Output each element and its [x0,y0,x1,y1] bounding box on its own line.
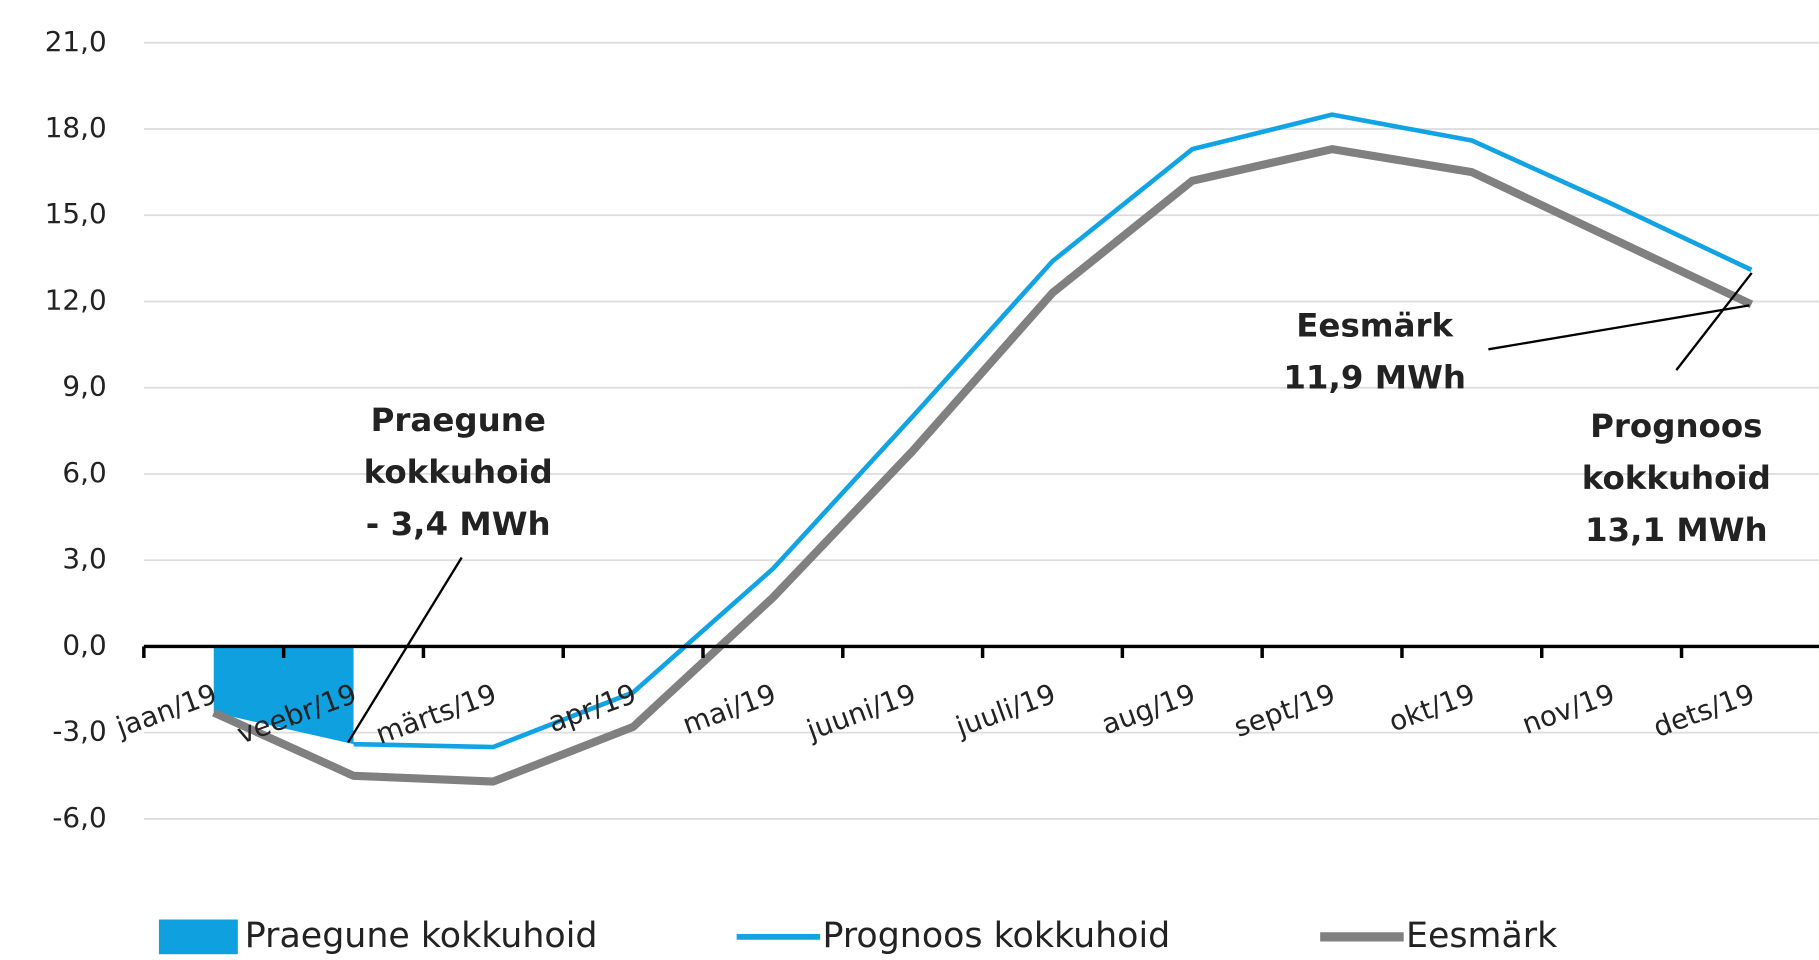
y-tick-label: 6,0 [62,456,106,489]
legend-label: Praegune kokkuhoid [245,916,598,956]
y-tick-label: 0,0 [62,628,106,661]
legend-swatch [158,919,238,955]
x-tick-label: aug/19 [1097,677,1200,741]
leader-line [347,556,463,744]
x-tick-label: juuli/19 [951,677,1060,744]
x-tick-label: okt/19 [1384,677,1479,738]
x-tick-label: mai/19 [678,677,780,741]
y-tick-label: -6,0 [52,801,106,834]
annotation: Eesmärk [1296,306,1454,344]
annotation: Praegune [371,401,546,439]
annotation: 13,1 MWh [1585,511,1768,549]
line [212,145,1754,786]
line [353,112,1753,750]
annotation: kokkuhoid [364,453,553,491]
x-tick-label: juuni/19 [802,677,921,747]
area [213,646,354,745]
leader-line [1675,272,1753,371]
x-tick-label: dets/19 [1649,677,1759,744]
legend-label: Prognoos kokkuhoid [822,916,1170,956]
plot: -6,0 -3,0 0,0 3,0 6,0 9,0 12,0 15,0 18,0 21,0 jaan… [45,25,1819,956]
annotation: 11,9 MWh [1283,358,1466,396]
annotation: Prognoos [1590,407,1762,445]
x-tick-label: märts/19 [371,677,501,751]
annotation: kokkuhoid [1582,459,1771,497]
y-tick-label: 18,0 [45,111,107,144]
legend-label: Eesmärk [1406,916,1558,956]
y-tick-label: 12,0 [45,284,107,317]
y-tick-label: 21,0 [45,25,107,58]
y-tick-label: 3,0 [62,542,106,575]
y-tick-label: 9,0 [62,370,106,403]
y-tick-label: -3,0 [52,715,106,748]
x-tick-label: jaan/19 [111,677,221,744]
x-tick-label: sept/19 [1230,677,1340,744]
annotation: - 3,4 MWh [366,505,551,543]
leader-line [1488,304,1750,351]
y-tick-label: 15,0 [45,197,107,230]
x-tick-label: nov/19 [1518,677,1619,741]
